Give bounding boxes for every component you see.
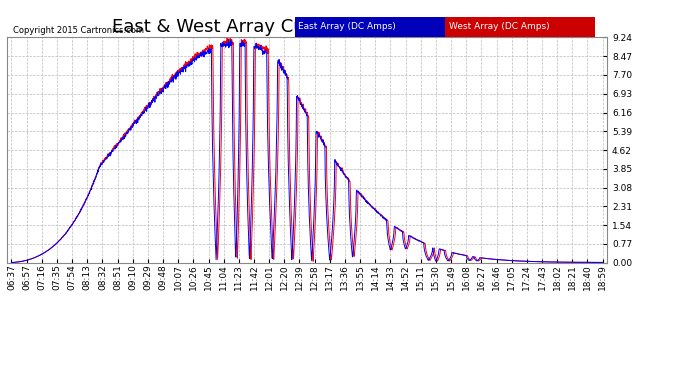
- Text: Copyright 2015 Cartronics.com: Copyright 2015 Cartronics.com: [13, 26, 144, 35]
- Title: East & West Array Current Fri Sep 11 19:10: East & West Array Current Fri Sep 11 19:…: [112, 18, 502, 36]
- Text: West Array (DC Amps): West Array (DC Amps): [448, 22, 549, 32]
- Text: East Array (DC Amps): East Array (DC Amps): [299, 22, 396, 32]
